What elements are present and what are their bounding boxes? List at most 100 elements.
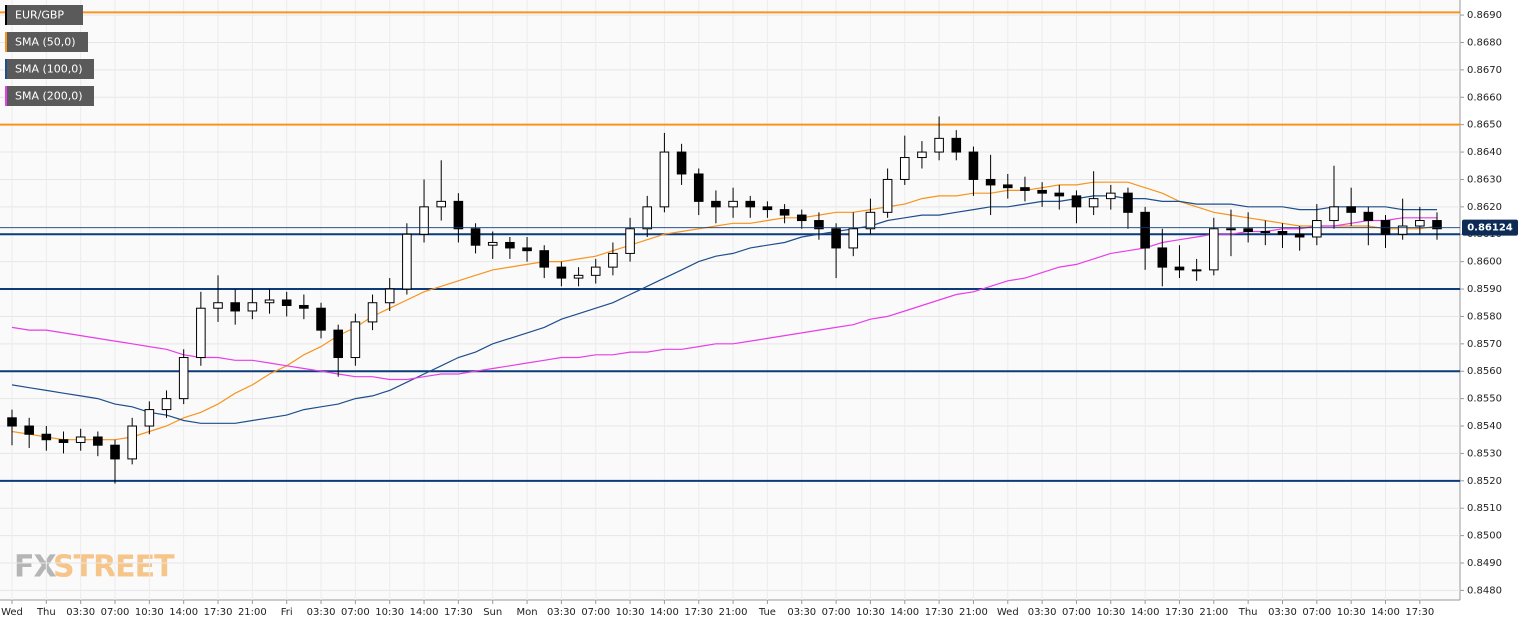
legend-box: [5, 5, 83, 25]
x-tick-label: 03:30: [1028, 607, 1057, 618]
y-tick-label: 0.8590: [1467, 284, 1502, 295]
candle-body: [1294, 233, 1305, 238]
candle-body: [1002, 184, 1013, 189]
candle-body: [350, 321, 361, 359]
x-tick-label: 03:30: [66, 607, 95, 618]
sma-line: [11, 217, 1437, 381]
candle-body: [762, 206, 773, 211]
x-tick-label: 14:00: [650, 607, 679, 618]
y-tick-label: 0.8660: [1467, 92, 1502, 103]
candle-body: [1226, 228, 1236, 231]
candle-body: [505, 241, 515, 249]
sma-line: [11, 195, 1437, 424]
candle-body: [41, 433, 52, 441]
candle-body: [487, 241, 498, 246]
x-tick-label: 21:00: [238, 607, 267, 618]
candle-body: [608, 252, 618, 268]
candle-body: [1174, 266, 1185, 271]
candle-body: [264, 299, 275, 304]
candle-body: [384, 288, 395, 304]
candle-body: [934, 137, 944, 153]
candle-body: [316, 307, 326, 331]
candle-body: [402, 233, 412, 290]
x-tick-label: 14:00: [1131, 607, 1160, 618]
candle-body: [1432, 220, 1442, 230]
x-tick-label: Wed: [997, 607, 1019, 618]
y-tick-label: 0.8670: [1467, 65, 1502, 76]
candle-body: [556, 266, 567, 279]
legend-label: SMA (200,0): [15, 90, 83, 103]
sma-line: [11, 181, 1438, 441]
candle-body: [1363, 211, 1374, 222]
legend-swatch: [5, 86, 7, 106]
x-tick-label: 07:00: [581, 607, 610, 618]
candle-body: [1397, 225, 1408, 235]
candle-body: [1037, 189, 1047, 194]
candle-body: [745, 200, 756, 208]
candle-body: [539, 250, 550, 268]
x-tick-label: 07:00: [1302, 607, 1331, 618]
last-price-label: 0.86124: [1467, 223, 1513, 234]
x-tick-label: 07:00: [1062, 607, 1091, 618]
x-tick-label: 03:30: [1268, 607, 1297, 618]
y-tick-label: 0.8650: [1467, 120, 1502, 131]
candle-body: [24, 425, 34, 435]
x-tick-label: 07:00: [341, 607, 370, 618]
x-tick-label: 07:00: [822, 607, 851, 618]
x-tick-label: 07:00: [101, 607, 130, 618]
candle-body: [796, 214, 807, 222]
x-tick-label: 14:00: [890, 607, 919, 618]
candle-body: [367, 302, 378, 323]
watermark-left: FX: [14, 550, 56, 585]
y-tick-label: 0.8580: [1467, 311, 1502, 322]
y-tick-label: 0.8490: [1467, 558, 1502, 569]
x-tick-label: 14:00: [1371, 607, 1400, 618]
x-tick-label: 14:00: [410, 607, 439, 618]
y-tick-label: 0.8500: [1467, 531, 1502, 542]
x-tick-label: Thu: [36, 607, 56, 618]
candle-body: [814, 220, 824, 230]
x-tick-label: Sun: [483, 607, 502, 618]
candle-body: [522, 247, 532, 252]
candle-body: [1260, 231, 1271, 234]
x-tick-label: 21:00: [959, 607, 988, 618]
y-tick-label: 0.8520: [1467, 476, 1502, 487]
x-tick-label: Fri: [281, 607, 293, 618]
x-tick-label: 17:30: [1165, 607, 1194, 618]
y-tick-label: 0.8690: [1467, 10, 1502, 21]
x-tick-label: 10:30: [856, 607, 885, 618]
x-tick-label: 03:30: [787, 607, 816, 618]
candle-body: [848, 228, 859, 249]
candle-body: [333, 329, 343, 359]
x-tick-label: 17:30: [925, 607, 954, 618]
x-tick-label: 17:30: [1405, 607, 1434, 618]
y-tick-label: 0.8480: [1467, 585, 1502, 596]
legend-swatch: [5, 32, 7, 52]
candle-body: [110, 444, 120, 460]
candle-body: [453, 200, 464, 230]
candle-body: [178, 357, 189, 400]
candle-body: [470, 228, 481, 246]
candle-body: [1191, 269, 1202, 272]
x-tick-label: 14:00: [169, 607, 198, 618]
candle-body: [1415, 220, 1425, 227]
y-tick-label: 0.8620: [1467, 202, 1502, 213]
x-tick-label: 10:30: [375, 607, 404, 618]
candle-body: [213, 302, 223, 309]
candle-body: [917, 151, 927, 159]
x-tick-label: 10:30: [135, 607, 164, 618]
candle-body: [419, 206, 429, 235]
candle-body: [1088, 198, 1099, 208]
x-tick-label: Thu: [1238, 607, 1258, 618]
candle-body: [711, 200, 721, 208]
candle-body: [779, 209, 790, 216]
candle-body: [1243, 228, 1253, 233]
candle-body: [1071, 195, 1082, 208]
y-tick-label: 0.8570: [1467, 339, 1502, 350]
candle-body: [659, 151, 670, 208]
candle-body: [573, 274, 584, 279]
candle-body: [899, 157, 910, 180]
candle-body: [693, 173, 704, 202]
candle-body: [1123, 192, 1133, 213]
